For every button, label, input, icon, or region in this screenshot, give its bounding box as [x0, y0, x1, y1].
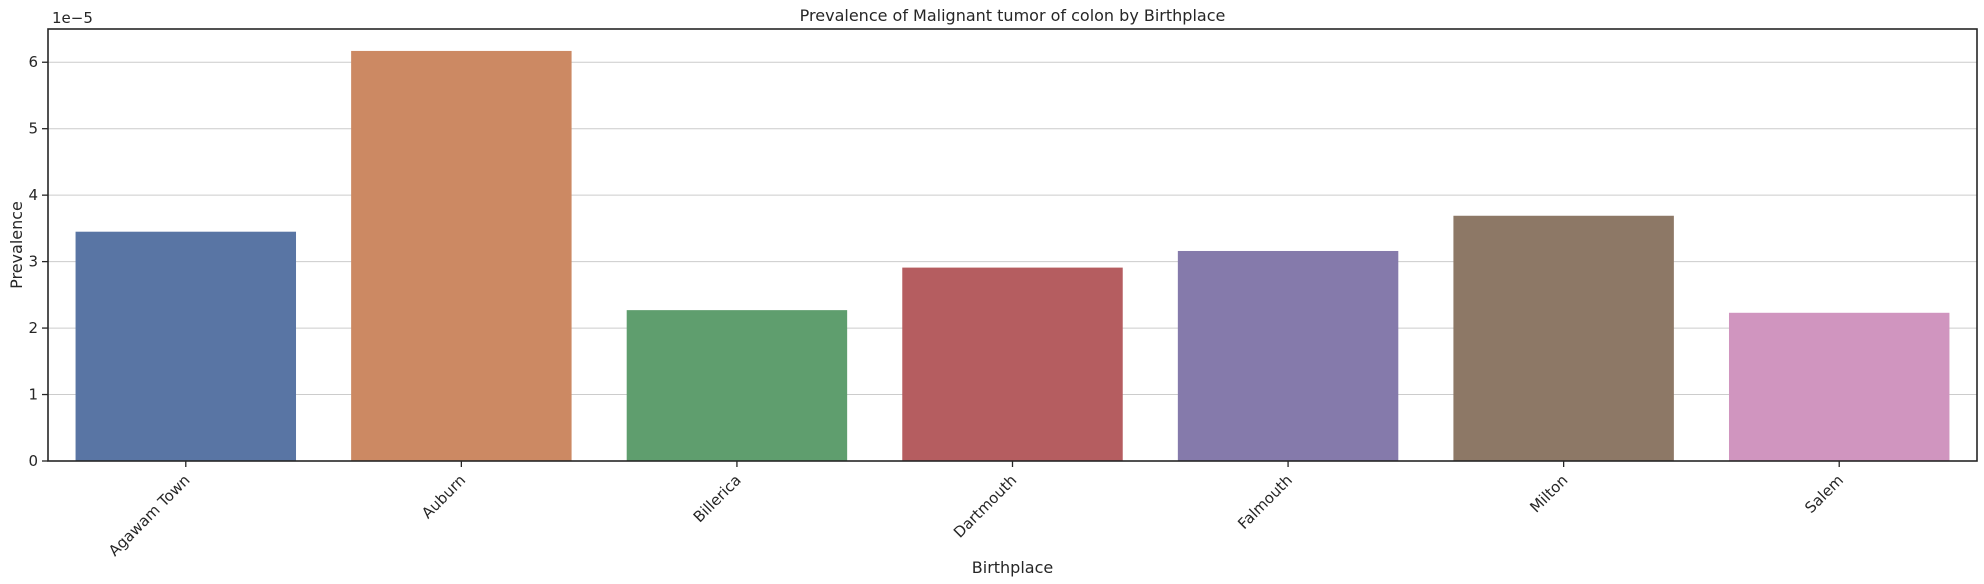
bar — [1728, 312, 1950, 461]
bar — [902, 267, 1123, 461]
y-axis: 0 1 2 3 4 5 6 — [28, 53, 48, 470]
y-tick-label: 5 — [28, 120, 38, 138]
y-axis-label: Prevalence — [7, 201, 26, 289]
y-tick-label: 1 — [28, 386, 38, 404]
y-tick-label: 6 — [28, 53, 38, 71]
y-tick-label: 2 — [28, 319, 38, 337]
bars — [75, 50, 1950, 461]
x-axis-label: Birthplace — [972, 558, 1053, 577]
bar — [351, 50, 572, 461]
y-tick-label: 0 — [28, 452, 38, 470]
bar — [1453, 215, 1674, 461]
y-tick-label: 3 — [28, 253, 38, 271]
y-tick-label: 4 — [28, 186, 38, 204]
bar — [626, 310, 848, 461]
chart-title: Prevalence of Malignant tumor of colon b… — [800, 6, 1226, 25]
bar — [1177, 250, 1399, 461]
bar — [75, 231, 297, 461]
y-axis-offset-label: 1e−5 — [52, 9, 93, 27]
